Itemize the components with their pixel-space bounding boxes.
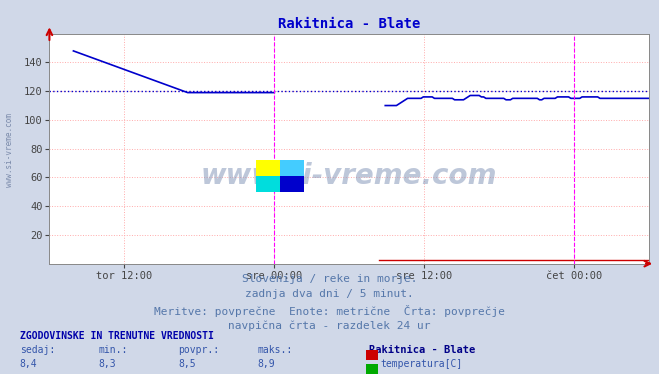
Text: Rakitnica - Blate: Rakitnica - Blate (369, 345, 475, 355)
Text: 8,4: 8,4 (20, 359, 38, 370)
Text: navpična črta - razdelek 24 ur: navpična črta - razdelek 24 ur (228, 321, 431, 331)
Text: www.si-vreme.com: www.si-vreme.com (201, 162, 498, 190)
Text: 8,9: 8,9 (257, 359, 275, 370)
Bar (280, 176, 304, 192)
Text: ZGODOVINSKE IN TRENUTNE VREDNOSTI: ZGODOVINSKE IN TRENUTNE VREDNOSTI (20, 331, 214, 341)
Bar (256, 176, 280, 192)
Text: sedaj:: sedaj: (20, 345, 55, 355)
Bar (280, 160, 304, 176)
Bar (256, 160, 280, 176)
Text: povpr.:: povpr.: (178, 345, 219, 355)
Title: Rakitnica - Blate: Rakitnica - Blate (278, 17, 420, 31)
Text: Meritve: povprečne  Enote: metrične  Črta: povprečje: Meritve: povprečne Enote: metrične Črta:… (154, 305, 505, 317)
Text: maks.:: maks.: (257, 345, 292, 355)
Text: 8,5: 8,5 (178, 359, 196, 370)
Text: min.:: min.: (99, 345, 129, 355)
Text: temperatura[C]: temperatura[C] (381, 359, 463, 370)
Text: 8,3: 8,3 (99, 359, 117, 370)
Text: Slovenija / reke in morje.: Slovenija / reke in morje. (242, 274, 417, 284)
Text: www.si-vreme.com: www.si-vreme.com (5, 113, 14, 187)
Text: zadnja dva dni / 5 minut.: zadnja dva dni / 5 minut. (245, 289, 414, 300)
